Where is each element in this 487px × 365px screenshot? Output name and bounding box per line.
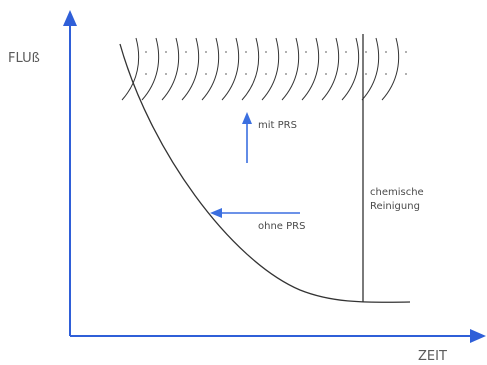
hatch-dot: [205, 73, 207, 75]
without-prs-label: ohne PRS: [258, 221, 305, 232]
hatch-dot: [145, 51, 147, 53]
hatch-dot: [365, 51, 367, 53]
hatch-mark: [321, 37, 340, 101]
hatch-dot: [345, 51, 347, 53]
hatch-dot: [225, 73, 227, 75]
hatch-dot: [305, 51, 307, 53]
hatch-mark: [221, 37, 240, 101]
hatch-mark: [261, 37, 280, 101]
hatch-dot: [345, 73, 347, 75]
hatch-dot: [305, 73, 307, 75]
hatch-mark: [121, 37, 140, 101]
hatch-dot: [325, 73, 327, 75]
hatch-mark: [161, 37, 180, 101]
hatch-dot: [385, 73, 387, 75]
hatch-mark: [281, 37, 300, 101]
hatch-dot: [385, 51, 387, 53]
hatch-dot: [245, 51, 247, 53]
hatch-dot: [405, 73, 407, 75]
hatch-mark: [361, 37, 380, 101]
hatch-dot: [365, 73, 367, 75]
hatch-dot: [285, 51, 287, 53]
hatch-dot: [325, 51, 327, 53]
with-prs-label: mit PRS: [258, 120, 297, 131]
hatch-dot: [205, 51, 207, 53]
hatch-mark: [181, 37, 200, 101]
hatch-mark: [241, 37, 260, 101]
x-axis-arrow-icon: [470, 329, 486, 343]
hatch-dot: [185, 73, 187, 75]
flux-decline-curve: [119, 43, 411, 303]
cleaning-label-line1: chemische: [370, 187, 424, 198]
hatch-mark: [381, 37, 400, 101]
hatch-dot: [165, 73, 167, 75]
flux-hatch-zone: [121, 37, 407, 101]
without-prs-arrow-head-icon: [210, 208, 222, 218]
hatch-dot: [185, 51, 187, 53]
hatch-mark: [301, 37, 320, 101]
cleaning-label-line2: Reinigung: [370, 201, 420, 212]
hatch-dot: [265, 51, 267, 53]
hatch-mark: [141, 37, 160, 101]
hatch-dot: [245, 73, 247, 75]
hatch-dot: [165, 51, 167, 53]
hatch-dot: [285, 73, 287, 75]
x-axis-label: ZEIT: [418, 349, 447, 364]
hatch-dot: [405, 51, 407, 53]
with-prs-arrow-head-icon: [242, 112, 252, 124]
hatch-dot: [225, 51, 227, 53]
y-axis-arrow-icon: [63, 10, 77, 26]
hatch-dot: [145, 73, 147, 75]
hatch-dot: [265, 73, 267, 75]
hatch-mark: [341, 37, 360, 101]
hatch-mark: [201, 37, 220, 101]
y-axis-label: FLUß: [8, 51, 40, 66]
